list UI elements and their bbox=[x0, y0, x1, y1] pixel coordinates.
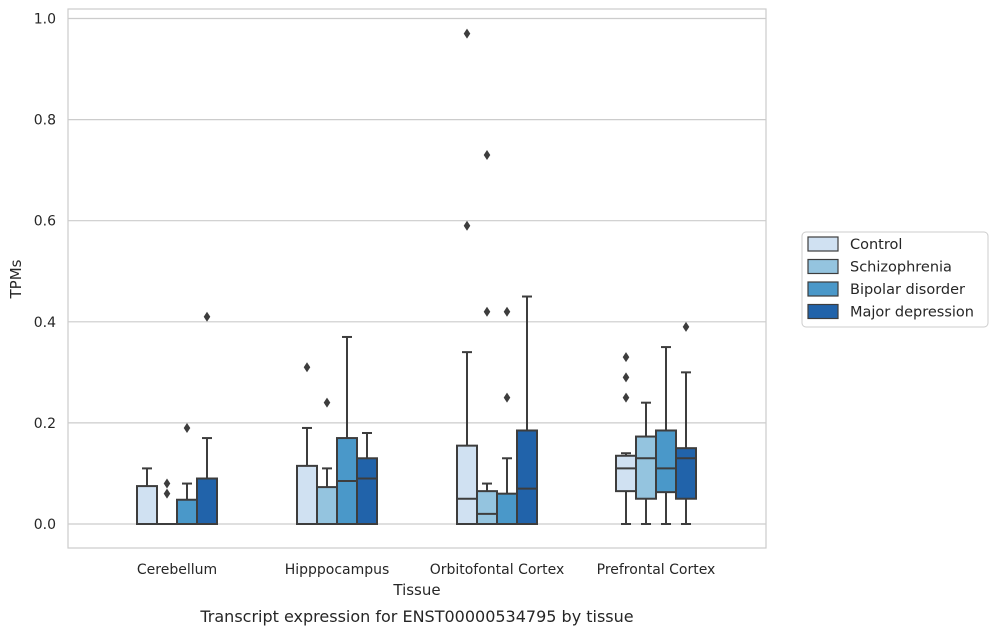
box-control bbox=[456, 28, 478, 525]
outlier-point bbox=[483, 306, 491, 317]
legend-label: Major depression bbox=[850, 305, 974, 321]
box-schizophrenia bbox=[156, 478, 178, 526]
y-tick-label: 0.8 bbox=[34, 113, 56, 129]
x-tick-label: Prefrontal Cortex bbox=[597, 562, 716, 578]
legend: Control Schizophrenia Bipolar disorder Majo… bbox=[801, 231, 989, 328]
outlier-point bbox=[203, 311, 211, 322]
box-iqr bbox=[516, 429, 538, 526]
box-schizophrenia bbox=[635, 401, 657, 525]
box-schizophrenia bbox=[316, 397, 338, 526]
legend-frame bbox=[801, 231, 989, 328]
x-tick-label: Cerebellum bbox=[137, 562, 217, 578]
outlier-point bbox=[483, 149, 491, 160]
chart-caption: Transcript expression for ENST0000053479… bbox=[199, 607, 633, 626]
box-iqr bbox=[675, 447, 697, 500]
legend-label: Control bbox=[850, 237, 902, 253]
box-bipolar-disorder bbox=[336, 335, 358, 525]
outlier-point bbox=[622, 392, 630, 403]
outlier-point bbox=[622, 352, 630, 363]
outlier-point bbox=[303, 362, 311, 373]
x-tick-label: Hipppocampus bbox=[285, 562, 390, 578]
x-tick-label: Orbitofontal Cortex bbox=[430, 562, 565, 578]
box-groups bbox=[136, 28, 697, 526]
outlier-point bbox=[163, 478, 171, 489]
box-control bbox=[615, 352, 637, 525]
legend-swatch bbox=[807, 236, 839, 252]
outlier-point bbox=[323, 397, 331, 408]
box-iqr bbox=[655, 429, 677, 494]
box-iqr bbox=[615, 454, 637, 493]
outlier-point bbox=[463, 220, 471, 231]
box-iqr bbox=[176, 498, 198, 525]
box-iqr bbox=[476, 490, 498, 525]
box-bipolar-disorder bbox=[655, 346, 677, 525]
y-tick-label: 0.0 bbox=[34, 517, 56, 533]
box-iqr bbox=[496, 492, 518, 526]
box-control bbox=[296, 362, 318, 525]
outlier-point bbox=[682, 321, 690, 332]
legend-label: Schizophrenia bbox=[850, 260, 952, 276]
y-tick-label: 1.0 bbox=[34, 12, 56, 28]
outlier-point bbox=[503, 392, 511, 403]
box-schizophrenia bbox=[476, 149, 498, 525]
box-iqr bbox=[136, 485, 158, 525]
y-tick-label: 0.6 bbox=[34, 214, 56, 230]
x-axis-title: Tissue bbox=[392, 581, 440, 599]
outlier-point bbox=[503, 306, 511, 317]
outlier-point bbox=[183, 422, 191, 433]
box-iqr bbox=[196, 477, 218, 526]
outlier-point bbox=[163, 488, 171, 499]
box-major-depression bbox=[196, 311, 218, 526]
box-control bbox=[136, 467, 158, 525]
x-axis-ticks: Cerebellum Hipppocampus Orbitofontal Corte… bbox=[137, 562, 715, 578]
box-iqr bbox=[356, 457, 378, 525]
outlier-point bbox=[463, 28, 471, 39]
y-tick-label: 0.4 bbox=[34, 315, 56, 331]
box-iqr bbox=[635, 435, 657, 500]
plot-area-frame bbox=[67, 8, 767, 549]
box-bipolar-disorder bbox=[176, 422, 198, 525]
outlier-point bbox=[622, 372, 630, 383]
legend-swatch bbox=[807, 303, 839, 320]
box-iqr bbox=[316, 486, 338, 526]
box-iqr bbox=[456, 444, 478, 525]
y-axis-title: TPMs bbox=[7, 259, 25, 299]
box-major-depression bbox=[356, 432, 378, 525]
y-tick-label: 0.2 bbox=[34, 416, 56, 432]
box-bipolar-disorder bbox=[496, 306, 518, 526]
box-major-depression bbox=[516, 295, 538, 526]
legend-label: Bipolar disorder bbox=[850, 282, 965, 298]
legend-swatch bbox=[807, 258, 839, 275]
y-axis-ticks: 0.0 0.2 0.4 0.6 0.8 1.0 bbox=[34, 12, 56, 534]
legend-swatch bbox=[807, 281, 839, 297]
box-iqr bbox=[296, 464, 318, 525]
box-major-depression bbox=[675, 321, 697, 525]
